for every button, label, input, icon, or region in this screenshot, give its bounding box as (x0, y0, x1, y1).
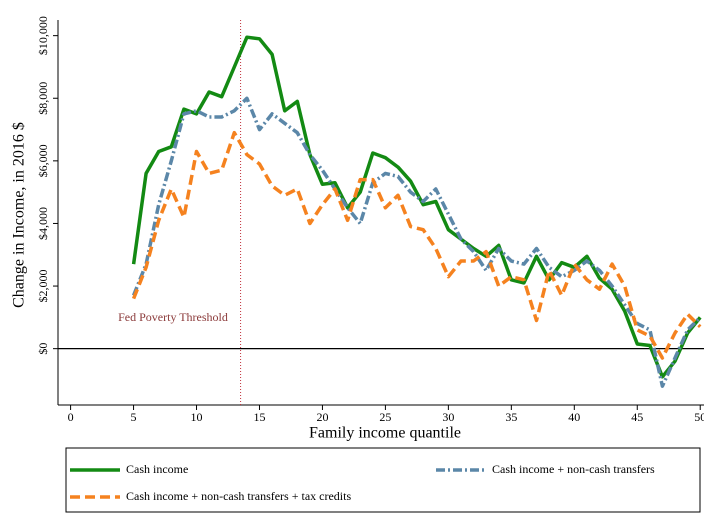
y-tick-label: $4,000 (36, 207, 50, 240)
y-axis-label: Change in Income, in 2016 $ (11, 122, 28, 308)
y-tick-label: $10,000 (36, 16, 50, 55)
x-tick-label: 40 (568, 410, 580, 424)
legend-label: Cash income + non-cash transfers + tax c… (126, 489, 351, 503)
x-tick-label: 20 (316, 410, 328, 424)
legend-label: Cash income (126, 462, 188, 476)
x-tick-label: 15 (253, 410, 265, 424)
x-tick-label: 30 (442, 410, 454, 424)
x-axis-label: Family income quantile (309, 425, 461, 442)
series-line (131, 130, 702, 360)
legend-label: Cash income + non-cash transfers (492, 462, 655, 476)
y-tick-label: $0 (36, 343, 50, 355)
legend (65, 447, 701, 513)
x-tick-label: 50 (694, 410, 704, 424)
y-tick-label: $6,000 (36, 144, 50, 177)
y-tick-label: $2,000 (36, 270, 50, 303)
series-line (131, 35, 702, 379)
x-tick-label: 25 (379, 410, 391, 424)
annotation: Fed Poverty Threshold (118, 310, 228, 324)
x-tick-label: 45 (631, 410, 643, 424)
x-tick-label: 10 (191, 410, 203, 424)
x-tick-label: 0 (68, 410, 74, 424)
x-tick-label: 35 (505, 410, 517, 424)
y-tick-label: $8,000 (36, 82, 50, 115)
x-tick-label: 5 (131, 410, 137, 424)
